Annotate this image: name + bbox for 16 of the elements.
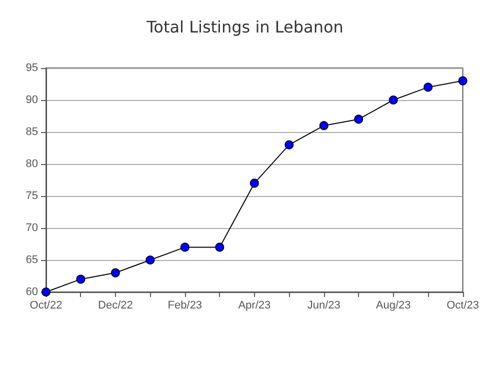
x-tick-label: Dec/22 [98,300,133,312]
x-tick-label: Apr/23 [238,300,271,312]
x-tick-label: Feb/23 [168,300,202,312]
y-tick-label: 85 [26,126,38,138]
x-tick-label: Oct/22 [30,300,62,312]
y-tick-label: 90 [26,94,38,106]
x-tick-label: Aug/23 [376,300,411,312]
y-tick-label: 75 [26,190,38,202]
x-tick-label: Jun/23 [307,300,340,312]
y-tick-label: 65 [26,254,38,266]
y-tick-label: 80 [26,158,38,170]
y-tick-label: 70 [26,222,38,234]
y-tick-label: 95 [26,62,38,74]
y-tick-label: 60 [26,286,38,298]
x-tick-label: Oct/23 [446,300,479,312]
chart-title: Total Listings in Lebanon [146,18,344,36]
